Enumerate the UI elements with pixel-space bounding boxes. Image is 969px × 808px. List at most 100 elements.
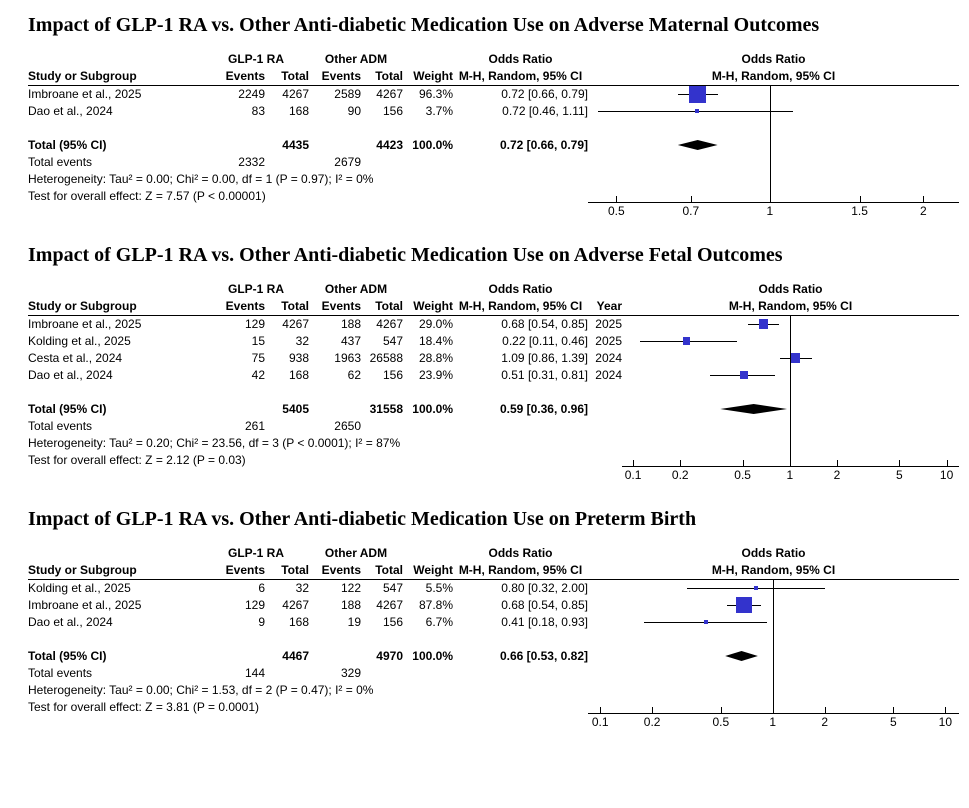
study-row: Imbroane et al., 2025 2249 4267 2589 426…	[28, 86, 588, 103]
ci-method-header: M-H, Random, 95% CI	[458, 563, 583, 577]
axis-tick	[720, 707, 722, 714]
axis-tick	[633, 460, 635, 467]
adm-total: 547	[382, 581, 403, 595]
axis-tick-label: 0.5	[607, 204, 625, 218]
total-diamond	[725, 651, 758, 661]
weight-column-header: Weight	[413, 299, 453, 313]
study-name: Imbroane et al., 2025	[28, 598, 142, 612]
total-events-label: Total events	[28, 666, 93, 680]
axis-tick-label: 1	[769, 715, 777, 729]
odds-ratio-plot-header: Odds Ratio	[741, 546, 806, 560]
axis-tick	[824, 707, 826, 714]
adm-total: 547	[382, 334, 403, 348]
adm-events: 188	[340, 598, 361, 612]
glp1-events: 15	[251, 334, 265, 348]
axis-tick-label: 0.7	[682, 204, 700, 218]
study-row: Kolding et al., 2025 15 32 437 547 18.4%…	[28, 333, 622, 350]
glp1-total: 168	[288, 368, 309, 382]
study-name: Kolding et al., 2025	[28, 581, 131, 595]
glp1-events: 42	[251, 368, 265, 382]
axis-tick-label: 0.5	[734, 468, 751, 482]
glp1-grand-total: 4467	[282, 649, 309, 663]
study-name: Kolding et al., 2025	[28, 334, 131, 348]
year-value: 2025	[595, 334, 622, 348]
axis-tick-label: 1	[786, 468, 794, 482]
total-odds-ratio-ci: 0.59 [0.36, 0.96]	[499, 402, 588, 416]
odds-ratio-ci-value: 0.51 [0.31, 0.81]	[501, 368, 588, 382]
study-column-header: Study or Subgroup	[28, 69, 137, 83]
events-column-header: Events	[225, 299, 265, 313]
axis-tick	[742, 460, 744, 467]
odds-ratio-ci-value: 1.09 [0.86, 1.39]	[501, 351, 588, 365]
total-events-label: Total events	[28, 419, 93, 433]
axis-tick-label: 1.5	[851, 204, 868, 218]
effect-square	[703, 619, 709, 625]
heterogeneity-stats: Heterogeneity: Tau² = 0.20; Chi² = 23.56…	[28, 436, 401, 450]
axis-tick-label: 2	[833, 468, 841, 482]
events-column-header: Events	[225, 69, 265, 83]
adm-total: 156	[382, 368, 403, 382]
axis-tick	[859, 196, 861, 203]
group1-header: GLP-1 RA	[227, 282, 284, 296]
study-name: Cesta et al., 2024	[28, 351, 123, 365]
group1-header: GLP-1 RA	[227, 52, 284, 66]
total-column-header: Total	[281, 69, 309, 83]
overall-effect-test: Test for overall effect: Z = 2.12 (P = 0…	[28, 453, 246, 467]
effect-square	[790, 353, 801, 363]
forest-plot-area: 0.1 0.2 0.5 1 2 5 10	[588, 580, 959, 731]
adm-events: 2589	[334, 87, 361, 101]
events-column-header: Events	[321, 563, 361, 577]
odds-ratio-ci-value: 0.22 [0.11, 0.46]	[502, 334, 588, 348]
glp1-total-events: 261	[244, 419, 265, 433]
axis-tick	[837, 460, 839, 467]
adm-total: 4267	[376, 598, 403, 612]
total-column-header: Total	[375, 69, 403, 83]
axis-tick-label: 0.1	[591, 715, 609, 729]
adm-grand-total: 4423	[376, 138, 403, 152]
panel-title: Impact of GLP-1 RA vs. Other Anti-diabet…	[28, 244, 783, 266]
overall-effect-test: Test for overall effect: Z = 3.81 (P = 0…	[28, 700, 260, 714]
total-diamond	[677, 140, 718, 150]
effect-square	[682, 337, 691, 345]
total-diamond	[720, 404, 788, 414]
effect-square	[753, 585, 759, 591]
no-effect-line	[789, 316, 791, 466]
table-header: GLP-1 RA Other ADM Odds Ratio Odds Ratio…	[28, 51, 959, 86]
adm-events: 437	[340, 334, 361, 348]
odds-ratio-ci-value: 0.41 [0.18, 0.93]	[501, 615, 588, 629]
adm-events: 90	[347, 104, 361, 118]
axis-tick-label: 0.1	[624, 468, 642, 482]
table-header: GLP-1 RA Other ADM Odds Ratio Odds Ratio…	[28, 281, 959, 316]
axis-tick-label: 0.5	[712, 715, 730, 729]
effect-square	[688, 85, 706, 103]
total-weight: 100.0%	[412, 402, 453, 416]
total-label: Total (95% CI)	[28, 649, 107, 663]
study-name: Imbroane et al., 2025	[28, 87, 142, 101]
heterogeneity-stats: Heterogeneity: Tau² = 0.00; Chi² = 1.53,…	[28, 683, 374, 697]
adm-total: 156	[382, 104, 403, 118]
weight-value: 28.8%	[418, 351, 453, 365]
total-events-row: Total events 261 2650	[28, 418, 622, 435]
axis-tick	[772, 707, 774, 714]
effect-square	[735, 596, 753, 614]
glp1-total: 4267	[282, 317, 309, 331]
events-column-header: Events	[321, 69, 361, 83]
axis-tick	[600, 707, 602, 714]
glp1-events: 2249	[238, 87, 265, 101]
meta-analysis-figure: Impact of GLP-1 RA vs. Other Anti-diabet…	[28, 14, 959, 731]
adm-total: 4267	[376, 87, 403, 101]
axis-tick	[652, 707, 654, 714]
weight-value: 29.0%	[418, 317, 453, 331]
odds-ratio-plot-header: Odds Ratio	[758, 282, 823, 296]
weight-value: 3.7%	[425, 104, 453, 118]
overall-effect-test: Test for overall effect: Z = 7.57 (P < 0…	[28, 189, 266, 203]
odds-ratio-header: Odds Ratio	[488, 546, 553, 560]
adm-total-events: 2650	[334, 419, 361, 433]
glp1-total-events: 144	[244, 666, 265, 680]
glp1-events: 6	[258, 581, 265, 595]
adm-events: 19	[347, 615, 361, 629]
glp1-total: 32	[295, 334, 309, 348]
odds-ratio-ci-value: 0.68 [0.54, 0.85]	[501, 598, 588, 612]
year-value: 2024	[595, 368, 622, 382]
axis-tick	[680, 460, 682, 467]
